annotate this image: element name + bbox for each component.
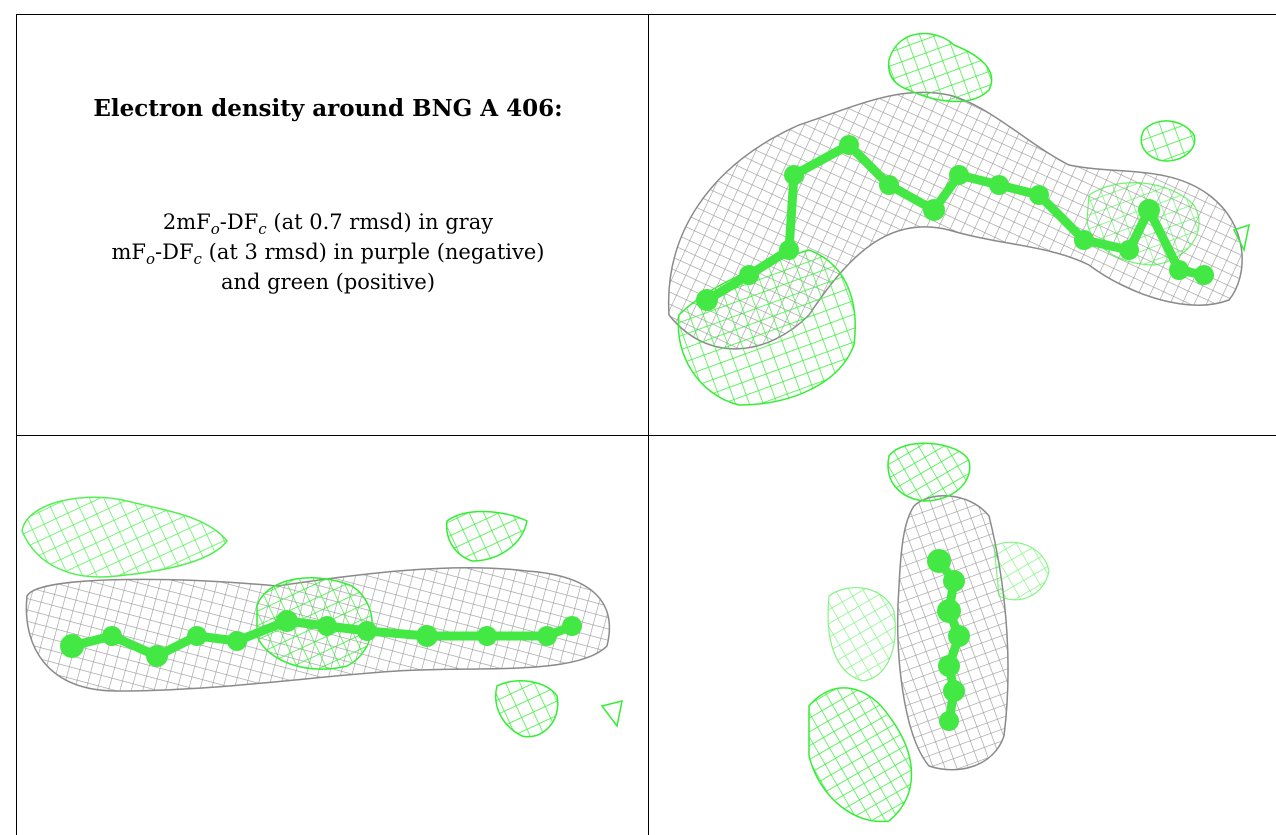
table-border-left	[16, 14, 17, 835]
caption-title: Electron density around BNG A 406:	[93, 95, 563, 122]
density-view-bottom-right	[649, 436, 1276, 835]
legend-line-colors: and green (positive)	[220, 270, 436, 294]
electron-density-view-1-icon	[667, 32, 1250, 406]
table-border-top	[16, 14, 1276, 15]
density-view-bottom-left	[17, 436, 648, 835]
caption-legend: 2mFo-DFc (at 0.7 rmsd) in gray mFo-DFc (…	[16, 207, 640, 297]
legend-line-2fofc: 2mFo-DFc (at 0.7 rmsd) in gray	[162, 210, 494, 239]
table-divider-vertical	[648, 14, 649, 835]
table-divider-horizontal	[16, 435, 1276, 436]
electron-density-view-3-icon	[808, 442, 1050, 823]
electron-density-view-2-icon	[21, 496, 623, 738]
legend-line-fofc: mFo-DFc (at 3 rmsd) in purple (negative)	[111, 240, 545, 269]
density-view-top-right	[649, 15, 1276, 435]
